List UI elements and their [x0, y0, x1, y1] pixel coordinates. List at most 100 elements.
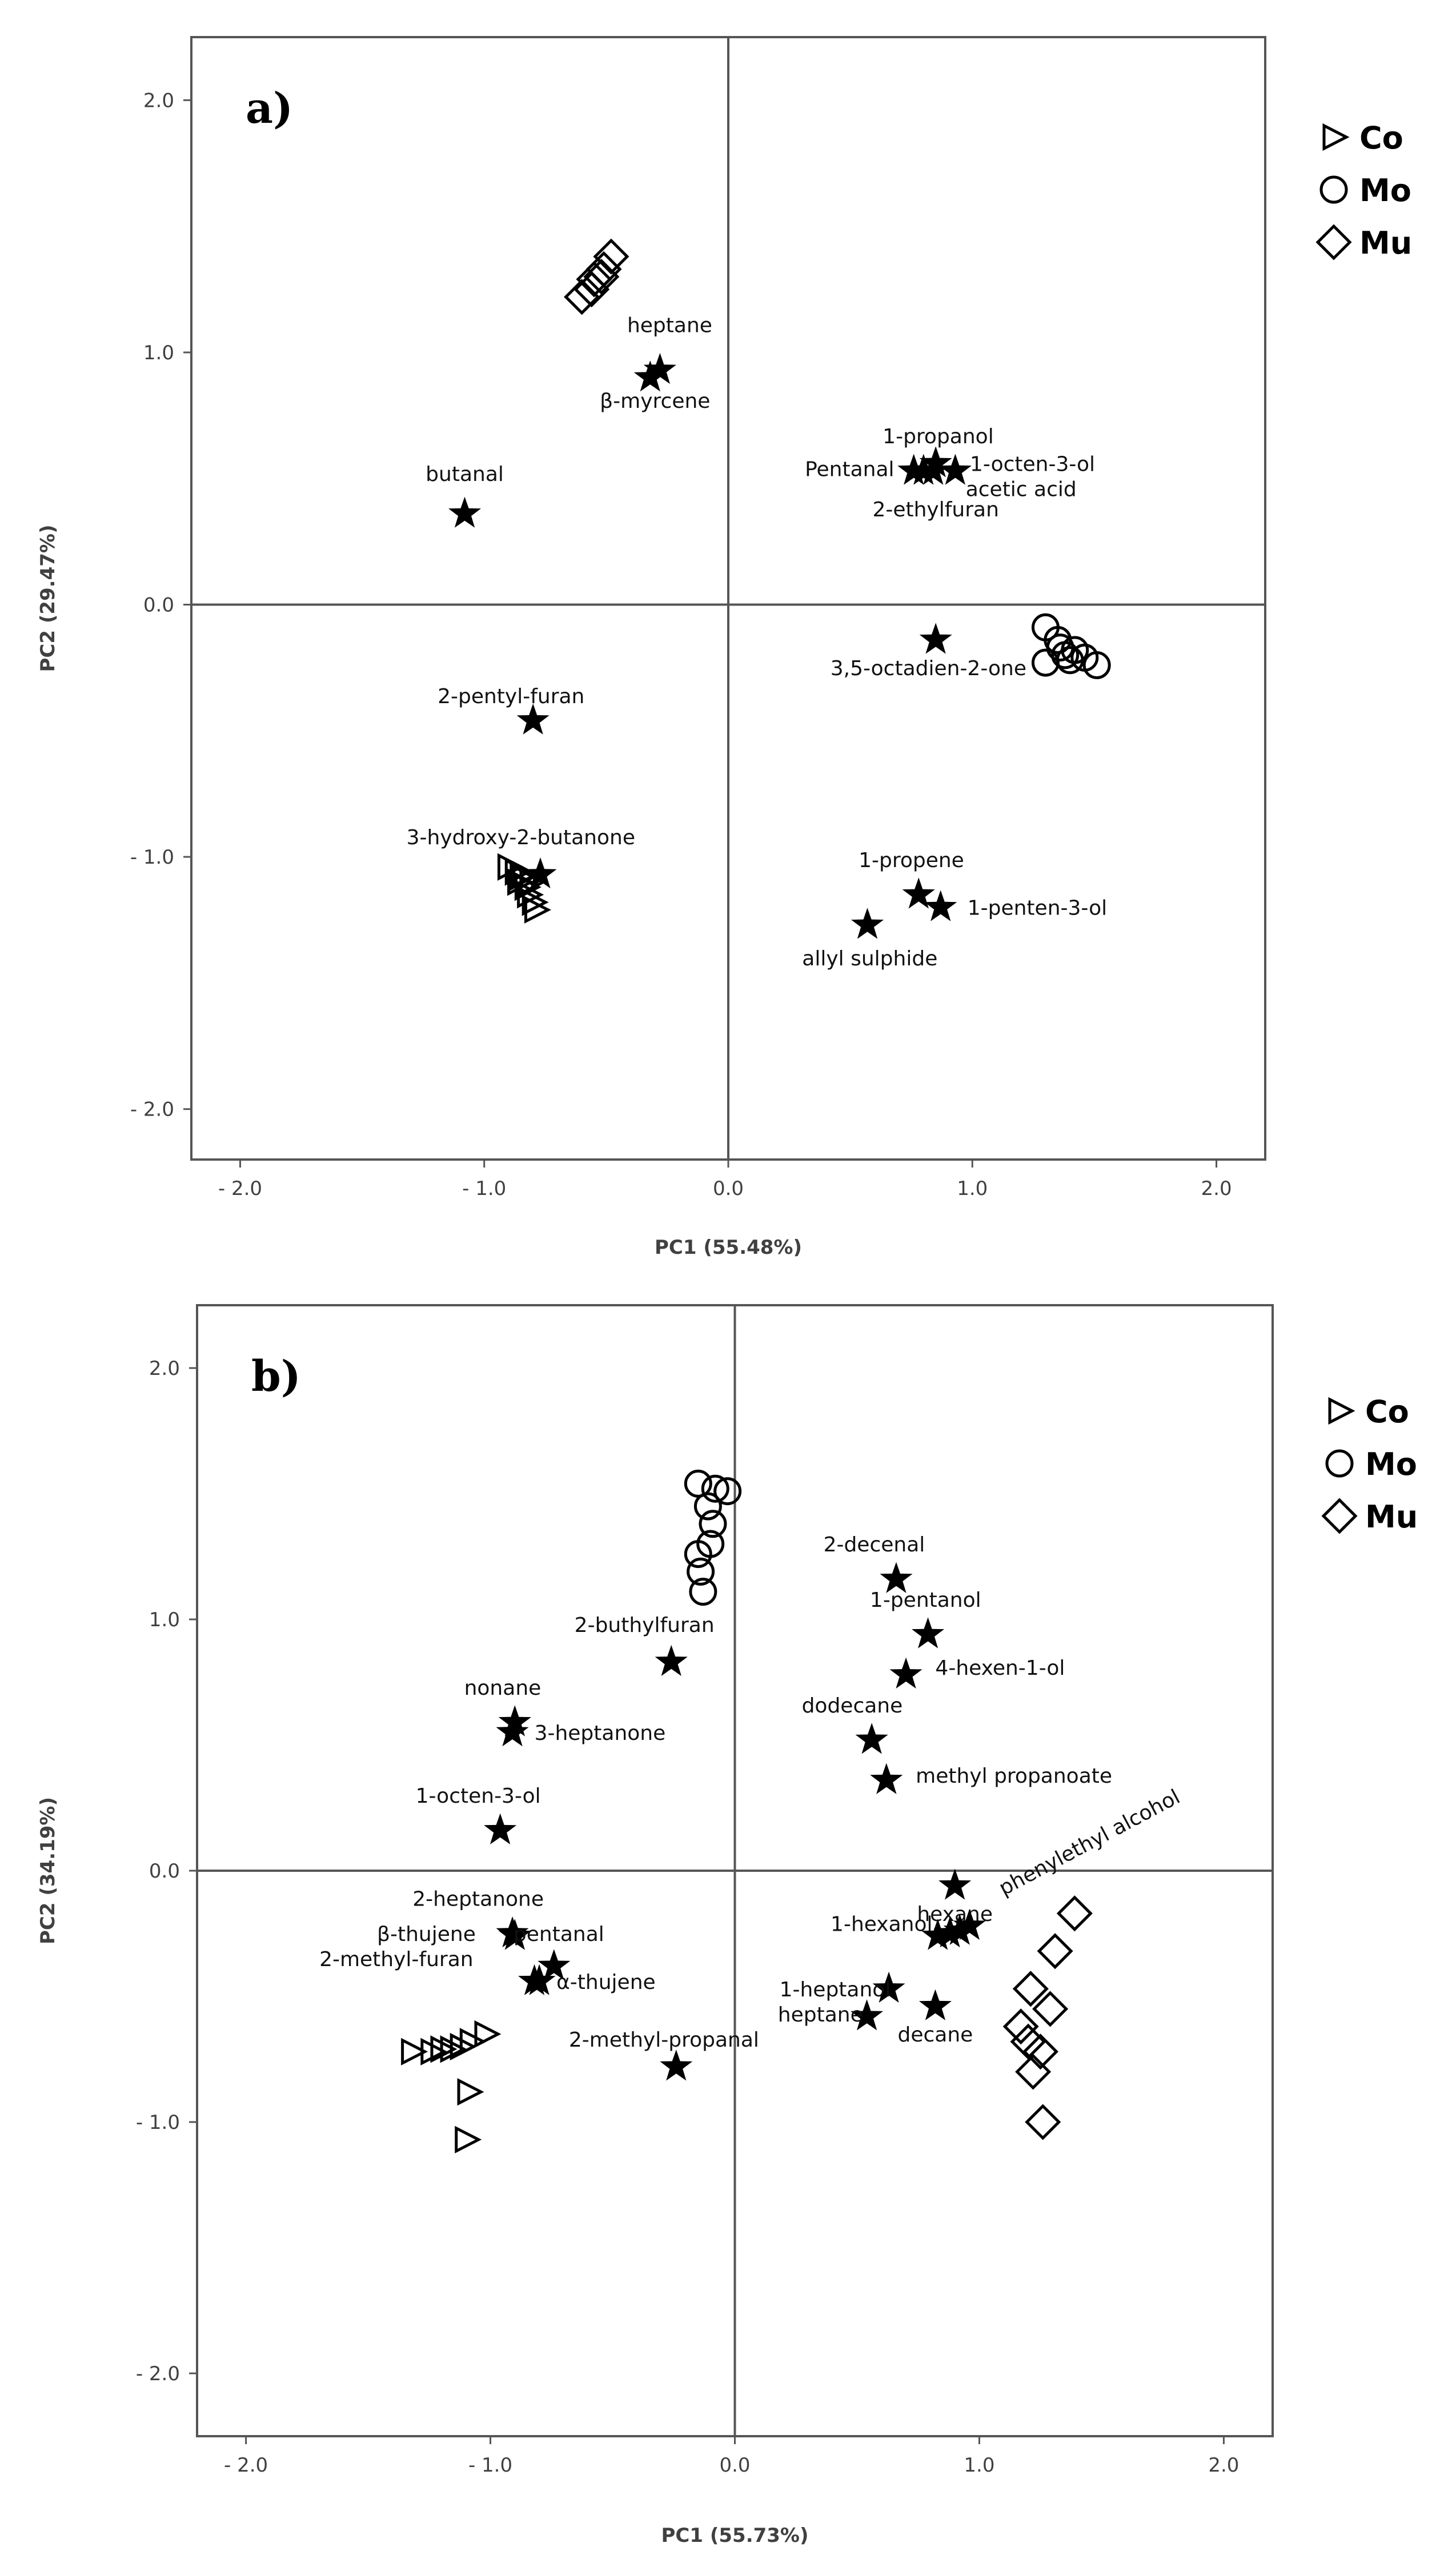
loading-marker	[484, 1813, 517, 1844]
sample-point-mu	[1032, 1991, 1069, 2027]
legend-marker-co	[1322, 123, 1350, 151]
sample-point-mu	[573, 271, 610, 308]
legend-label-mo: Mo	[1365, 1446, 1417, 1482]
sample-point-mu	[1012, 1971, 1049, 2007]
y-tick-label: 2.0	[143, 89, 174, 112]
legend-marker-mu	[1315, 224, 1352, 260]
loading-label: α-thujene	[556, 1971, 656, 1994]
sample-point-mu	[1037, 1933, 1073, 1970]
loading-label: 1-octen-3-ol	[416, 1784, 541, 1808]
y-tick-label: - 1.0	[130, 846, 174, 869]
loading-label: 2-methyl-propanal	[569, 2028, 759, 2052]
panel-b: - 2.0 - 1.0 0.0 1.0 2.0 2.0 1.0 0.0 - 1.0 - 2.0 PC…	[37, 1304, 1418, 2547]
loading-label: pentanal	[514, 1923, 604, 1946]
loading-label: 2-pentyl-furan	[438, 685, 584, 708]
loading-marker	[943, 1914, 976, 1945]
loading-marker	[924, 890, 957, 921]
sample-point-co	[519, 868, 547, 896]
sample-point-mo	[701, 1474, 729, 1503]
loading-marker	[870, 1763, 903, 1794]
loading-marker	[524, 857, 557, 889]
sample-point-mo	[684, 1469, 712, 1498]
sample-point-mu	[576, 261, 612, 298]
x-tick-label: 0.0	[713, 1177, 744, 1200]
legend-marker-mu	[1321, 1498, 1358, 1534]
loading-marker	[538, 1949, 571, 1980]
sample-point-co	[522, 888, 549, 916]
loading-marker	[933, 1916, 966, 1948]
y-tick-label: - 1.0	[136, 2111, 180, 2134]
sample-point-co	[455, 2125, 482, 2153]
legend-label-co: Co	[1365, 1394, 1409, 1430]
y-tick-label: 1.0	[149, 1609, 180, 1631]
y-tick-label: 2.0	[149, 1357, 180, 1380]
x-tick-label: 2.0	[1201, 1177, 1232, 1200]
x-tick-label: - 2.0	[224, 2454, 268, 2477]
loading-marker	[953, 1908, 986, 1940]
loading-marker	[902, 877, 935, 909]
loading-label: 2-methyl-furan	[319, 1948, 474, 1971]
loading-marker	[938, 454, 972, 485]
legend-label-co: Co	[1359, 120, 1403, 156]
loading-label: β-thujene	[377, 1923, 476, 1946]
loading-marker	[660, 2049, 693, 2081]
loading-marker	[921, 1919, 954, 1950]
loading-label: 1-penten-3-ol	[968, 897, 1107, 920]
y-tick-label: 0.0	[143, 594, 174, 617]
loading-label: heptane	[627, 314, 712, 338]
sample-point-mu	[564, 279, 600, 315]
loading-marker	[516, 703, 549, 735]
sample-point-mo	[687, 1557, 715, 1586]
loading-marker	[498, 1919, 531, 1950]
sample-point-mo	[689, 1578, 717, 1606]
x-tick-label: 1.0	[964, 2454, 994, 2477]
loading-marker	[918, 1989, 952, 2020]
y-tick-label: - 2.0	[136, 2363, 180, 2385]
loading-marker	[643, 352, 676, 384]
loading-label: nonane	[464, 1676, 542, 1700]
loading-marker	[523, 1964, 556, 1995]
loading-label: 1-pentanol	[870, 1589, 981, 1612]
sample-point-mu	[1056, 1895, 1093, 1932]
sample-point-mu	[1002, 2008, 1039, 2045]
sample-point-mu	[583, 258, 620, 295]
loading-marker	[889, 1657, 922, 1689]
loading-marker	[938, 1868, 972, 1900]
loading-marker	[912, 1617, 945, 1649]
loading-label: acetic acid	[966, 478, 1077, 502]
loading-marker	[880, 1562, 913, 1593]
x-tick-label: 1.0	[957, 1177, 988, 1200]
loading-marker	[872, 1971, 905, 2003]
panel-a: - 2.0 - 1.0 0.0 1.0 2.0 2.0 1.0 0.0 - 1.0 - 2.0 PC…	[37, 36, 1412, 1259]
loading-marker	[655, 1645, 688, 1676]
loading-marker	[855, 1723, 888, 1754]
loading-label: decane	[898, 2023, 973, 2047]
sample-point-co	[401, 2037, 428, 2065]
x-tick-label: - 2.0	[218, 1177, 262, 1200]
sample-point-mo	[699, 1510, 727, 1538]
x-tick-label: - 1.0	[462, 1177, 506, 1200]
legend-marker-mo	[1325, 1449, 1354, 1478]
loading-label: β-myrcene	[600, 390, 710, 413]
legend-label-mo: Mo	[1359, 173, 1411, 208]
loading-label: 1-hexanol	[831, 1913, 932, 1936]
sample-point-co	[459, 2028, 487, 2056]
sample-point-mu	[1025, 2104, 1061, 2140]
sample-point-co	[524, 896, 551, 924]
y-tick-label: 1.0	[143, 342, 174, 364]
y-axis-title: PC2 (29.47%)	[37, 524, 59, 672]
legend-label-mu: Mu	[1359, 225, 1412, 261]
loading-label: 2-buthylfuran	[575, 1614, 715, 1637]
y-tick-label: - 2.0	[130, 1098, 174, 1121]
loading-label: 3-hydroxy-2-butanone	[407, 826, 635, 849]
loading-label: methyl propanoate	[916, 1764, 1112, 1788]
loading-label: butanal	[426, 463, 504, 486]
sample-point-mu	[1010, 2023, 1046, 2060]
x-axis-title: PC1 (55.73%)	[661, 2524, 808, 2547]
loading-marker	[498, 1705, 531, 1736]
x-tick-label: 2.0	[1208, 2454, 1239, 2477]
loading-marker	[496, 1715, 529, 1747]
legend-label-mu: Mu	[1365, 1499, 1418, 1535]
sample-point-mu	[1015, 2053, 1052, 2090]
